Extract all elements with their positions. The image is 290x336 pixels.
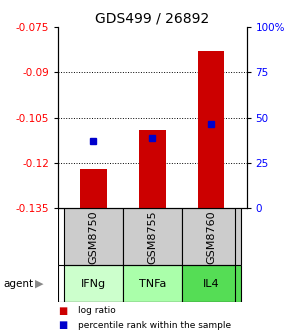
Text: agent: agent <box>3 279 33 289</box>
Text: GSM8760: GSM8760 <box>206 210 216 264</box>
Text: ■: ■ <box>58 320 67 330</box>
Text: ▶: ▶ <box>35 279 43 289</box>
Text: log ratio: log ratio <box>78 306 116 316</box>
Bar <box>139 130 166 208</box>
Text: IL4: IL4 <box>203 279 220 289</box>
Bar <box>80 169 107 208</box>
Bar <box>182 265 241 302</box>
Text: percentile rank within the sample: percentile rank within the sample <box>78 321 231 330</box>
Bar <box>64 208 123 265</box>
Text: GSM8755: GSM8755 <box>147 210 157 264</box>
Bar <box>182 208 241 265</box>
Bar <box>198 51 224 208</box>
Text: GSM8750: GSM8750 <box>88 210 98 264</box>
Text: TNFa: TNFa <box>139 279 166 289</box>
Bar <box>123 208 182 265</box>
Bar <box>64 265 123 302</box>
Text: IFNg: IFNg <box>81 279 106 289</box>
Bar <box>123 265 182 302</box>
Text: ■: ■ <box>58 306 67 316</box>
Title: GDS499 / 26892: GDS499 / 26892 <box>95 12 209 26</box>
